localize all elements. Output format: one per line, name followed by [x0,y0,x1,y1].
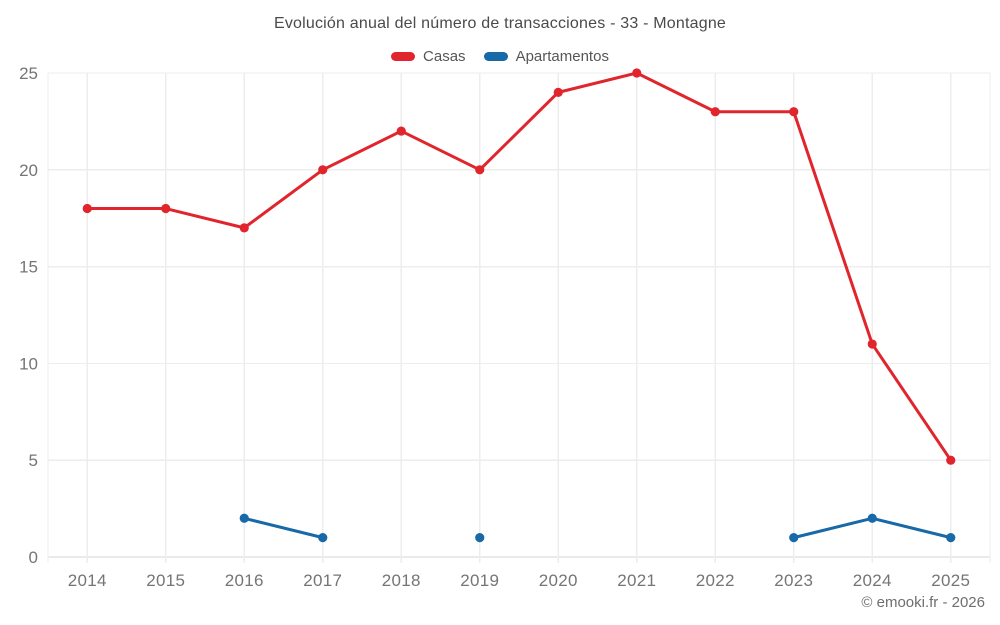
chart-legend: Casas Apartamentos [0,46,1000,66]
x-tick-label-2021: 2021 [617,571,656,590]
y-tick-label-0: 0 [29,548,38,567]
casas-swatch-icon [391,51,416,61]
x-tick-label-2016: 2016 [225,571,264,590]
casas-point-2024[interactable] [867,339,877,349]
y-tick-label-10: 10 [19,354,38,373]
legend-label-casas: Casas [423,47,466,65]
x-tick-label-2023: 2023 [774,571,813,590]
apartamentos-point-2016[interactable] [239,513,249,523]
x-tick-label-2018: 2018 [382,571,421,590]
apartamentos-line [242,516,325,540]
casas-point-2022[interactable] [710,107,720,117]
casas-point-2023[interactable] [789,107,799,117]
apartamentos-point-2019[interactable] [475,533,485,543]
apartamentos-point-2023[interactable] [789,533,799,543]
apartamentos-point-2025[interactable] [946,533,956,543]
footer-credit: © emooki.fr - 2026 [861,594,985,611]
casas-point-2015[interactable] [161,203,171,214]
casas-point-2014[interactable] [82,203,92,214]
x-tick-label-2014: 2014 [68,571,107,590]
x-tick-label-2017: 2017 [303,571,342,590]
apartamentos-point-2024[interactable] [867,513,877,523]
chart-title: Evolución anual del número de transaccio… [273,15,727,32]
casas-point-2018[interactable] [396,126,406,136]
legend-item-apartamentos[interactable]: Apartamentos [483,47,609,65]
x-tick-label-2022: 2022 [696,571,735,590]
apartamentos-swatch-icon [483,51,508,61]
casas-point-2020[interactable] [553,87,563,97]
apartamentos-point-2017[interactable] [318,533,328,543]
y-tick-label-15: 15 [19,258,38,277]
casas-point-2017[interactable] [318,165,328,175]
y-tick-label-25: 25 [19,64,38,83]
casas-point-2016[interactable] [239,223,249,233]
x-tick-label-2024: 2024 [853,571,892,590]
y-tick-label-5: 5 [29,451,38,470]
legend-label-apartamentos: Apartamentos [515,47,609,65]
casas-point-2025[interactable] [946,455,956,465]
x-tick-label-2015: 2015 [146,571,185,590]
legend-item-casas[interactable]: Casas [391,48,466,65]
y-tick-label-20: 20 [19,161,38,180]
x-tick-label-2025: 2025 [931,571,970,590]
casas-point-2021[interactable] [632,68,642,78]
casas-point-2019[interactable] [475,165,485,175]
x-tick-label-2020: 2020 [539,571,578,590]
x-tick-label-2019: 2019 [460,571,499,590]
casas-line [85,71,953,462]
